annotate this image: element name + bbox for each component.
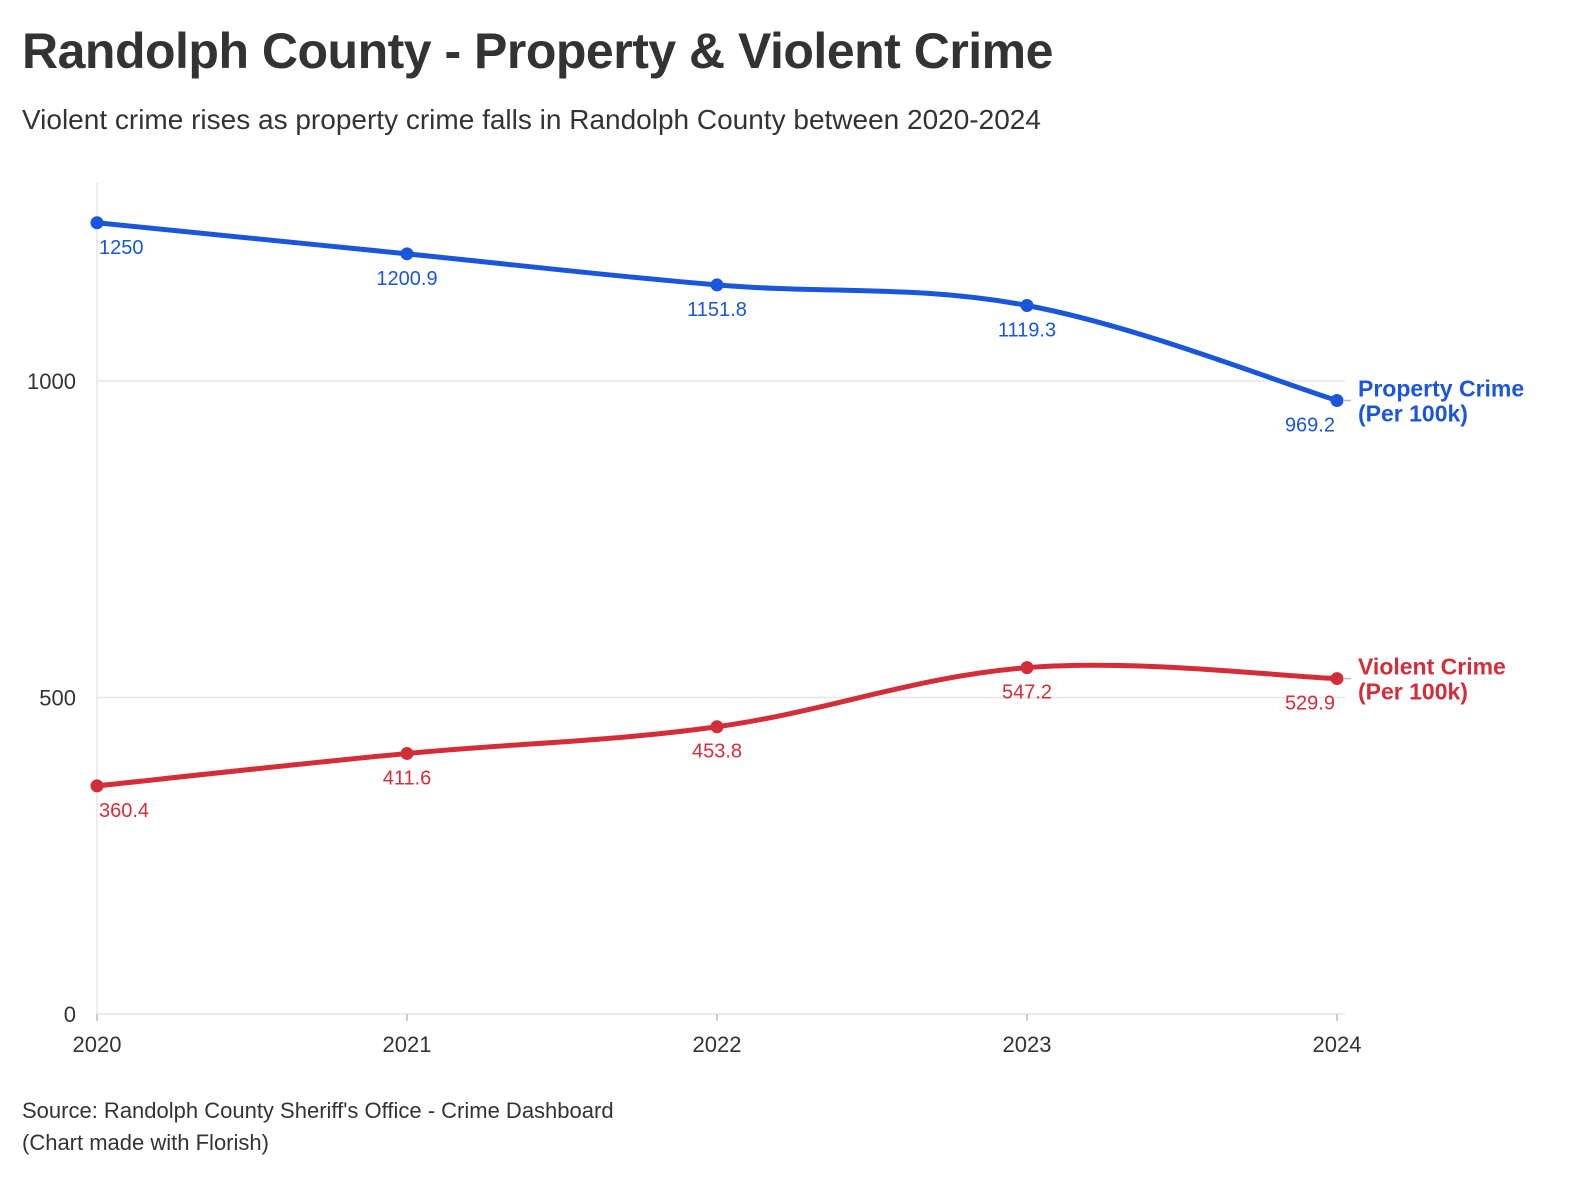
property-value-label-2021: 1200.9 [376,268,437,290]
series-labels: Property Crime (Per 100k)Violent Crime (Pe… [1343,375,1524,705]
x-tick-label-2020: 2020 [73,1032,122,1057]
x-tick-label-2022: 2022 [693,1032,742,1057]
property-point-2024 [1330,393,1344,407]
violent-series-label-line-1: Violent Crime [1358,654,1506,680]
violent-value-label-2024: 529.9 [1285,693,1335,715]
credit-note: (Chart made with Florish) [22,1130,269,1155]
property-series-label: Property Crime (Per 100k) [1358,375,1524,426]
violent-point-2021 [400,746,414,760]
gridlines [97,380,1345,699]
chart-title: Randolph County - Property & Violent Cri… [22,23,1053,79]
property-value-label-2023: 1119.3 [998,319,1056,341]
violent-series-label: Violent Crime (Per 100k) [1358,654,1506,705]
violent-point-2023 [1020,661,1034,675]
property-series-label-line-2: (Per 100k) [1358,400,1468,426]
chart-subtitle: Violent crime rises as property crime fa… [22,104,1041,135]
x-tick-label-2024: 2024 [1313,1032,1362,1057]
property-point-2023 [1020,298,1034,312]
axes: 0 500 1000 2020 2021 2022 2023 2024 [27,183,1361,1057]
violent-value-label-2022: 453.8 [692,741,742,763]
violent-value-label-2023: 547.2 [1002,682,1052,704]
violent-point-2022 [710,720,724,734]
y-tick-label-1000: 1000 [27,369,76,394]
y-tick-label-0: 0 [64,1002,76,1027]
violent-point-2024 [1330,672,1344,686]
violent-value-label-2020: 360.4 [99,800,149,822]
property-value-label-2024: 969.2 [1285,414,1335,436]
source-note: Source: Randolph County Sheriff's Office… [22,1098,614,1123]
violent-value-label-2021: 411.6 [383,767,432,789]
property-point-2020 [90,216,104,230]
chart-footer: Source: Randolph County Sheriff's Office… [22,1095,614,1159]
property-point-2022 [710,278,724,292]
violent-point-2020 [90,779,104,793]
x-tick-label-2021: 2021 [383,1032,432,1057]
violent-series-label-line-2: (Per 100k) [1358,679,1468,705]
property-point-2021 [400,247,414,261]
data-points [90,216,1344,793]
property-value-label-2020: 1250 [99,237,144,259]
data-labels: 1250 1200.9 1151.8 1119.3 969.2 360.4 411.6 453… [99,237,1335,822]
property-value-label-2022: 1151.8 [687,299,747,321]
x-tick-label-2023: 2023 [1003,1032,1052,1057]
y-tick-label-500: 500 [39,686,76,711]
property-series-label-line-1: Property Crime [1358,375,1524,401]
